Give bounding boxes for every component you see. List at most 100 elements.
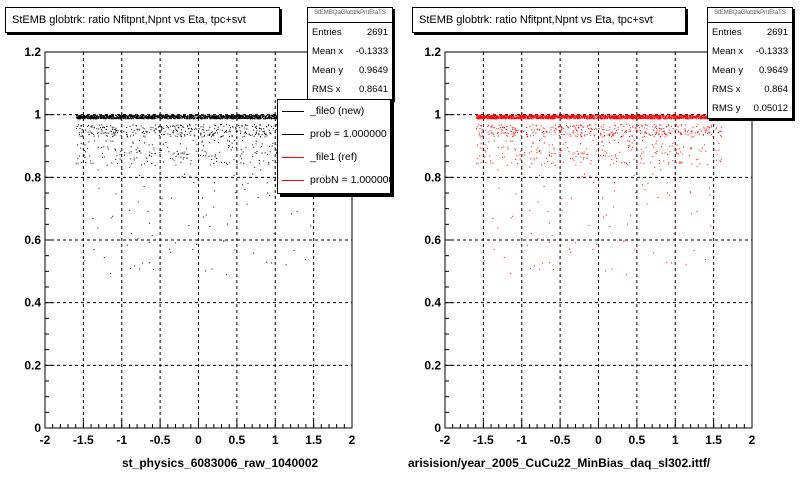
scatter-point [104, 116, 106, 118]
scatter-point [115, 127, 117, 129]
scatter-point [493, 116, 495, 118]
y-tick-label: 0.4 [24, 296, 41, 310]
scatter-point [582, 158, 584, 160]
scatter-point [187, 117, 189, 119]
scatter-point [93, 133, 95, 135]
scatter-point [260, 118, 262, 119]
scatter-point [91, 117, 93, 118]
scatter-point [161, 126, 162, 128]
scatter-point [568, 116, 569, 118]
scatter-point [168, 115, 170, 116]
scatter-point [271, 118, 273, 119]
scatter-point [124, 116, 125, 118]
scatter-point [180, 132, 182, 134]
scatter-point [498, 117, 500, 119]
scatter-point [480, 117, 482, 119]
scatter-point [207, 117, 209, 119]
scatter-point [168, 118, 170, 119]
scatter-point [532, 117, 534, 119]
scatter-point [214, 118, 216, 120]
scatter-point [256, 130, 258, 132]
scatter-point [491, 133, 493, 134]
scatter-point [641, 153, 643, 155]
scatter-point [76, 116, 78, 118]
scatter-point [561, 198, 563, 200]
scatter-point [226, 164, 228, 166]
scatter-point [238, 125, 240, 126]
scatter-point [215, 132, 216, 134]
scatter-point [252, 156, 254, 158]
scatter-point [243, 162, 245, 164]
scatter-point [137, 117, 139, 119]
scatter-point [603, 134, 605, 136]
scatter-point [188, 225, 190, 227]
scatter-point [235, 127, 237, 129]
scatter-point [490, 117, 492, 119]
scatter-point [511, 133, 513, 135]
scatter-point [555, 124, 556, 126]
scatter-point [180, 152, 182, 154]
scatter-point [171, 117, 173, 118]
scatter-point [175, 242, 177, 244]
scatter-point [659, 124, 661, 126]
scatter-point [115, 193, 117, 195]
scatter-point [254, 126, 256, 128]
scatter-point [577, 153, 579, 155]
scatter-point [271, 114, 272, 116]
scatter-point [214, 128, 216, 130]
scatter-point [261, 134, 263, 136]
scatter-point [720, 130, 722, 132]
scatter-point [182, 117, 184, 118]
scatter-point [643, 162, 645, 164]
scatter-point [232, 115, 234, 116]
scatter-point [231, 114, 233, 116]
scatter-point [530, 135, 532, 137]
scatter-point [136, 118, 138, 120]
scatter-point [599, 132, 601, 134]
scatter-point [533, 157, 535, 159]
scatter-point [140, 117, 142, 119]
left-scatter-plot: -2 -1.5 -1 -0.5 0 0.5 1 1.5 200.20.40.60.811.2 [24, 45, 355, 447]
scatter-point [596, 144, 598, 146]
scatter-point [515, 131, 517, 133]
scatter-point [151, 117, 153, 118]
scatter-point [513, 126, 515, 128]
scatter-point [268, 117, 270, 119]
scatter-point [127, 115, 129, 117]
scatter-point [658, 133, 660, 135]
scatter-point [216, 117, 218, 119]
scatter-point [583, 126, 585, 128]
scatter-point [652, 156, 654, 158]
scatter-point [213, 116, 215, 118]
scatter-point [478, 132, 480, 134]
scatter-point [195, 150, 197, 152]
scatter-point [220, 114, 222, 116]
scatter-point [483, 118, 485, 120]
scatter-point [580, 124, 582, 126]
scatter-point [665, 126, 667, 128]
scatter-point [525, 118, 527, 120]
scatter-point [125, 116, 127, 118]
scatter-point [161, 127, 163, 129]
scatter-point [552, 114, 554, 116]
scatter-point [255, 115, 257, 117]
scatter-point [504, 114, 506, 116]
scatter-point [615, 116, 617, 118]
scatter-point [198, 117, 199, 119]
scatter-point [648, 118, 650, 119]
scatter-point [100, 127, 101, 129]
scatter-point [561, 149, 563, 151]
scatter-point [575, 117, 577, 119]
scatter-point [525, 117, 527, 119]
scatter-point [601, 115, 603, 116]
scatter-point [124, 152, 126, 154]
scatter-point [223, 116, 225, 118]
scatter-point [232, 125, 234, 127]
scatter-point [266, 182, 268, 184]
scatter-point [158, 126, 159, 128]
scatter-point [543, 128, 545, 130]
scatter-point [685, 116, 687, 118]
scatter-point [159, 117, 161, 119]
y-tick-label: 0 [34, 421, 41, 435]
scatter-point [655, 143, 657, 145]
